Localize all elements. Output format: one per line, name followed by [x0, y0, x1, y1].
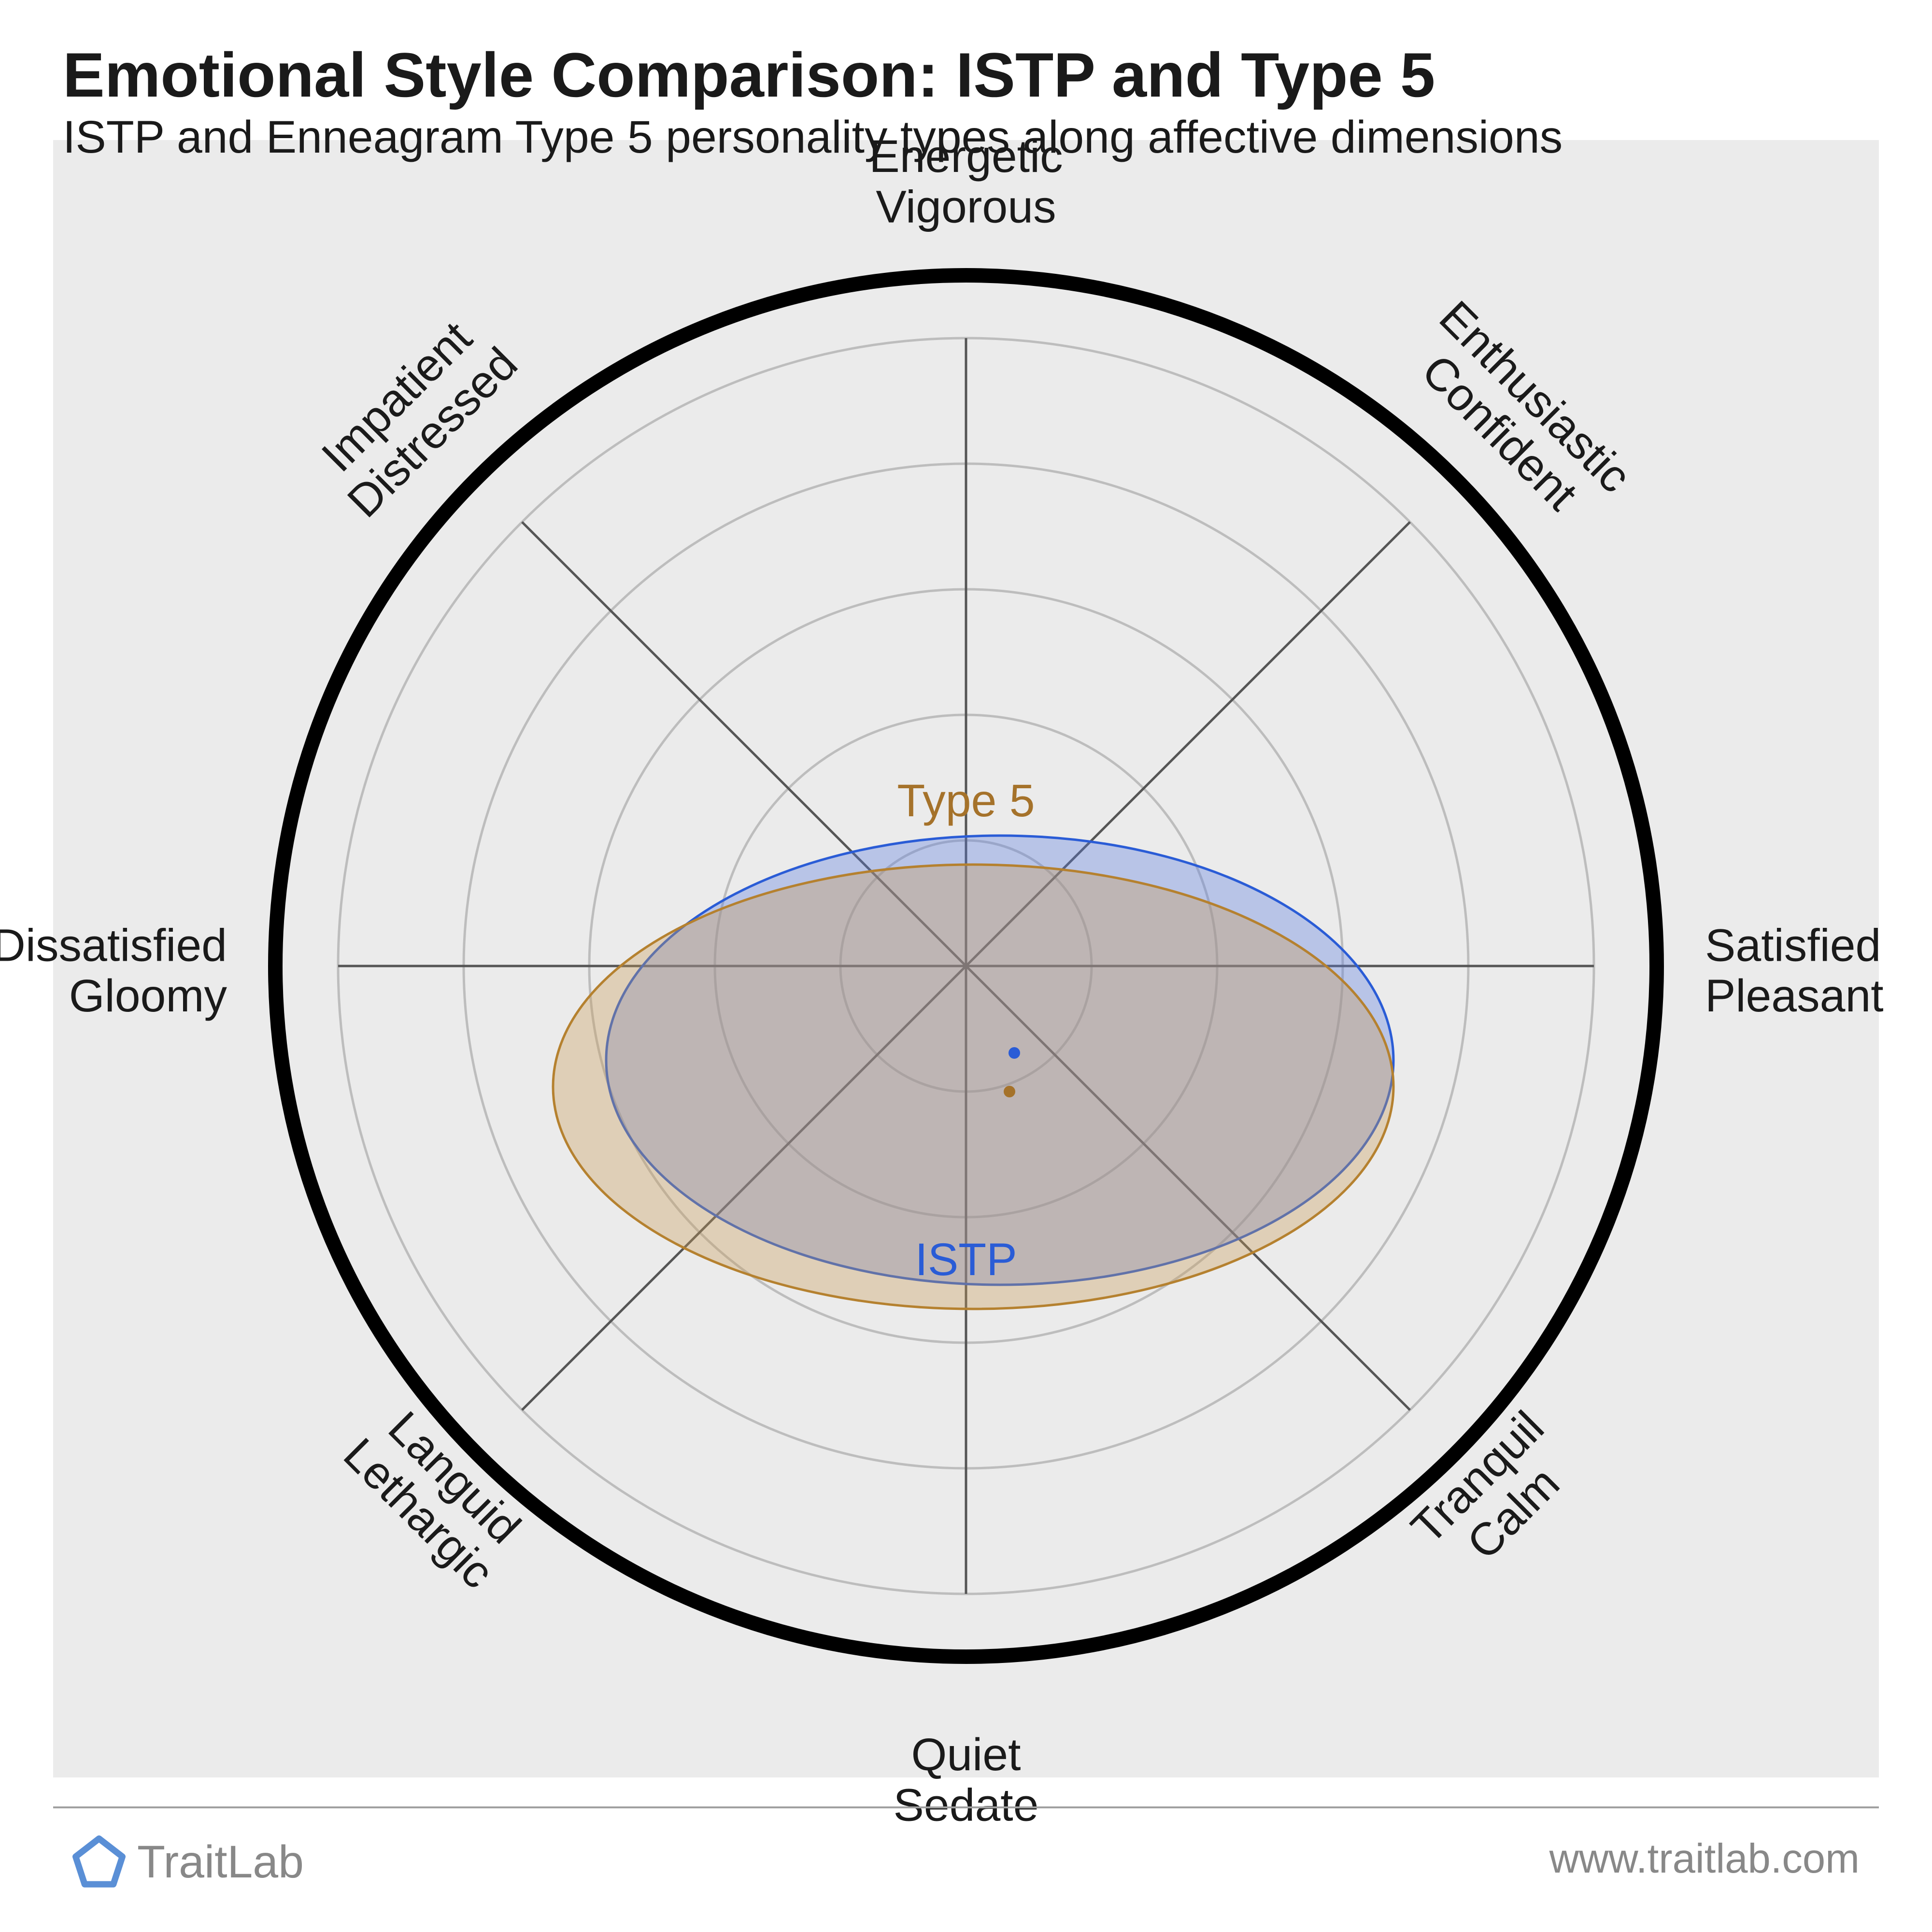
axis-label: Dissatisfied [0, 920, 227, 971]
axis-label: Satisfied [1705, 920, 1881, 971]
page: Emotional Style Comparison: ISTP and Typ… [0, 0, 1932, 1932]
series-dot-type-5 [1004, 1086, 1015, 1097]
footer-brand: TraitLab [72, 1835, 304, 1889]
polar-chart: ISTPType 5EnergeticVigorousConfidentEnth… [0, 0, 1932, 1932]
pentagon-icon [72, 1835, 126, 1889]
series-label-type-5: Type 5 [897, 775, 1035, 826]
axis-label: Pleasant [1705, 970, 1884, 1022]
series-dot-istp [1009, 1047, 1020, 1059]
axis-label: Sedate [893, 1779, 1038, 1831]
footer-url: www.traitlab.com [1549, 1835, 1860, 1883]
axis-label: Gloomy [69, 970, 227, 1022]
axis-label: Vigorous [876, 181, 1056, 232]
footer-divider [53, 1806, 1879, 1808]
series-label-istp: ISTP [915, 1234, 1017, 1285]
axis-label: Energetic [869, 131, 1063, 182]
axis-label: Quiet [911, 1729, 1021, 1780]
brand-label: TraitLab [137, 1836, 304, 1889]
